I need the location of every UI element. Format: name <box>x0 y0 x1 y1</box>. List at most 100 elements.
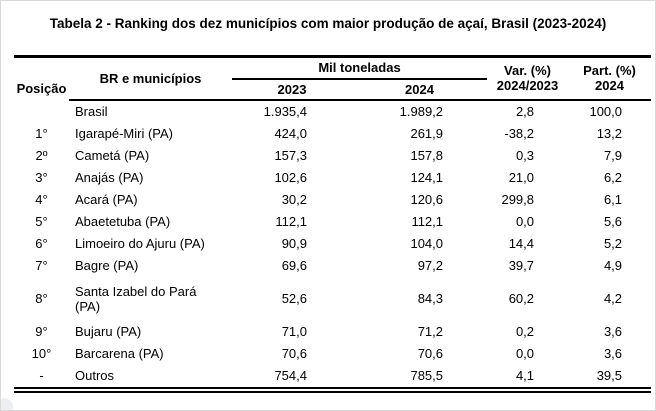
variation-cell: 0,0 <box>515 214 535 229</box>
table-header: Posição BR e municípios Mil toneladas Va… <box>14 56 652 101</box>
table-row: 7° Bagre (PA) 69,6 97,2 39,7 4,9 <box>14 255 651 277</box>
value-2023-cell: 424,0 <box>274 126 307 141</box>
value-2024-cell: 70,6 <box>417 346 444 361</box>
value-2024-cell: 124,1 <box>410 170 444 185</box>
value-2024-cell: 785,5 <box>352 364 488 393</box>
participation-cell: 6,1 <box>603 192 623 207</box>
ranking-table: Posição BR e municípios Mil toneladas Va… <box>14 55 652 393</box>
value-2024-cell: 104,0 <box>410 236 444 251</box>
table-row: 4° Acará (PA) 30,2 120,6 299,8 6,1 <box>14 189 651 211</box>
value-2023-cell: 157,3 <box>274 148 307 163</box>
table-row: - Outros 754,4 785,5 4,1 39,5 <box>14 364 652 393</box>
header-participation-line2: 2024 <box>595 78 624 94</box>
position-cell: 5° <box>35 214 48 229</box>
participation-cell: 100,0 <box>589 104 623 119</box>
participation-cell: 4,9 <box>603 258 623 273</box>
municipality-cell: Brasil <box>75 104 108 119</box>
variation-cell: -38,2 <box>504 126 535 141</box>
variation-cell: 39,7 <box>508 258 535 273</box>
table-row: 1° Igarapé-Miri (PA) 424,0 261,9 -38,2 13,2 <box>14 123 651 145</box>
variation-cell: 21,0 <box>508 170 535 185</box>
variation-cell: 299,8 <box>501 192 535 207</box>
table-row: 2º Cametá (PA) 157,3 157,8 0,3 7,9 <box>14 145 651 167</box>
value-2024-cell: 120,6 <box>410 192 444 207</box>
position-cell: 6° <box>35 236 48 251</box>
value-2023-cell: 71,0 <box>281 324 307 339</box>
position-cell <box>14 100 69 123</box>
participation-cell: 5,2 <box>603 236 623 251</box>
municipality-cell: Bujaru (PA) <box>75 324 142 339</box>
header-thousand-tons: Mil toneladas <box>232 56 488 80</box>
value-2023-cell: 69,6 <box>281 258 307 273</box>
municipality-cell: Outros <box>69 364 232 393</box>
value-2023-cell: 90,9 <box>281 236 307 251</box>
municipality-cell: Cametá (PA) <box>75 148 150 163</box>
header-position: Posição <box>16 80 67 96</box>
table-row: 8° Santa Izabel do Pará (PA) 52,6 84,3 60,2 4… <box>14 277 651 321</box>
position-cell: 1° <box>35 126 48 141</box>
table-row: 10° Barcarena (PA) 70,6 70,6 0,0 3,6 <box>14 343 651 365</box>
value-2024-cell: 1.989,2 <box>399 104 444 119</box>
table-row: Brasil 1.935,4 1.989,2 2,8 100,0 <box>14 100 651 123</box>
municipality-cell: Anajás (PA) <box>75 170 144 185</box>
municipality-cell: Bagre (PA) <box>75 258 139 273</box>
position-cell: 7° <box>35 258 48 273</box>
header-variation-line2: 2024/2023 <box>496 78 559 94</box>
participation-cell: 7,9 <box>603 148 623 163</box>
table-title: Tabela 2 - Ranking dos dez municípios co… <box>49 16 607 31</box>
participation-cell: 5,6 <box>603 214 623 229</box>
participation-cell: 3,6 <box>603 346 623 361</box>
value-2024-cell: 112,1 <box>411 214 444 229</box>
value-2023-cell: 102,6 <box>274 170 307 185</box>
value-2023-cell: 1.935,4 <box>263 104 307 119</box>
participation-cell: 13,2 <box>596 126 623 141</box>
value-2023-cell: 30,2 <box>281 192 307 207</box>
participation-cell: 39,5 <box>568 364 652 393</box>
value-2024-cell: 84,3 <box>417 291 444 306</box>
value-2024-cell: 71,2 <box>417 324 444 339</box>
position-cell: - <box>14 364 69 393</box>
position-cell: 3° <box>35 170 48 185</box>
table-row: 5° Abaetetuba (PA) 112,1 112,1 0,0 5,6 <box>14 211 651 233</box>
header-participation-line1: Part. (%) <box>583 63 636 79</box>
table-row: 3° Anajás (PA) 102,6 124,1 21,0 6,2 <box>14 167 651 189</box>
value-2024-cell: 157,8 <box>410 148 444 163</box>
header-year-2023: 2023 <box>232 78 352 101</box>
value-2023-cell: 70,6 <box>281 346 307 361</box>
participation-cell: 4,2 <box>603 291 623 306</box>
municipality-cell: Limoeiro do Ajuru (PA) <box>75 236 205 251</box>
municipality-cell: Santa Izabel do Pará (PA) <box>75 283 197 314</box>
variation-cell: 14,4 <box>508 236 535 251</box>
table-row: 9° Bujaru (PA) 71,0 71,2 0,2 3,6 <box>14 321 651 343</box>
municipality-cell: Abaetetuba (PA) <box>75 214 171 229</box>
variation-cell: 60,2 <box>508 291 535 306</box>
value-2024-cell: 97,2 <box>417 258 444 273</box>
municipality-cell: Igarapé-Miri (PA) <box>75 126 174 141</box>
header-year-2024: 2024 <box>352 78 488 101</box>
participation-cell: 3,6 <box>603 324 623 339</box>
table-body: Brasil 1.935,4 1.989,2 2,8 100,0 1° Igarapé-Mi… <box>14 100 652 393</box>
position-cell: 9° <box>35 324 48 339</box>
position-cell: 4° <box>35 192 48 207</box>
value-2023-cell: 754,4 <box>232 364 352 393</box>
variation-cell: 0,3 <box>515 148 535 163</box>
position-cell: 2º <box>35 148 48 163</box>
variation-cell: 4,1 <box>487 364 569 393</box>
header-participation: Part. (%) 2024 <box>568 56 652 101</box>
value-2024-cell: 261,9 <box>410 126 444 141</box>
variation-cell: 0,0 <box>515 346 535 361</box>
municipality-cell: Barcarena (PA) <box>75 346 164 361</box>
variation-cell: 0,2 <box>515 324 535 339</box>
municipality-cell: Acará (PA) <box>75 192 138 207</box>
variation-cell: 2,8 <box>515 104 535 119</box>
header-municipality: BR e municípios <box>69 56 232 101</box>
page-corner-artifact <box>1 398 13 410</box>
value-2023-cell: 112,1 <box>275 214 307 229</box>
participation-cell: 6,2 <box>603 170 623 185</box>
table-row: 6° Limoeiro do Ajuru (PA) 90,9 104,0 14,4 5,2 <box>14 233 651 255</box>
value-2023-cell: 52,6 <box>281 291 307 306</box>
header-variation-line1: Var. (%) <box>504 63 551 79</box>
header-variation: Var. (%) 2024/2023 <box>487 56 569 101</box>
position-cell: 8° <box>35 291 48 306</box>
